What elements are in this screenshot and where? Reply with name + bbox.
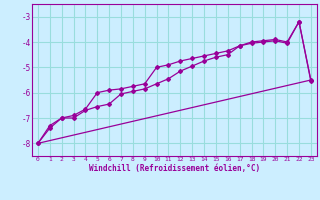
- X-axis label: Windchill (Refroidissement éolien,°C): Windchill (Refroidissement éolien,°C): [89, 164, 260, 173]
